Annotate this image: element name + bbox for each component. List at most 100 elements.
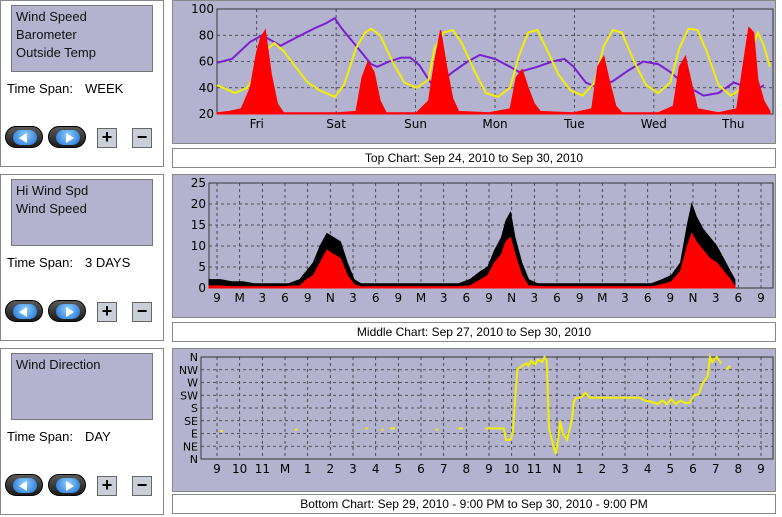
zoom-in-button[interactable]: + — [97, 476, 117, 496]
y-tick-label: 40 — [199, 81, 214, 95]
list-item[interactable]: Outside Temp — [16, 45, 96, 60]
middle-chart-caption: Middle Chart: Sep 27, 2010 to Sep 30, 20… — [172, 322, 776, 342]
left-arrow-icon — [19, 133, 27, 143]
x-tick-label: M — [597, 291, 607, 305]
list-item[interactable]: Wind Direction — [16, 357, 101, 372]
zoom-in-button[interactable]: + — [97, 128, 117, 148]
x-tick-label: N — [326, 291, 335, 305]
next-button[interactable] — [48, 126, 86, 148]
y-tick-label: 10 — [191, 239, 206, 253]
prev-button[interactable] — [5, 126, 43, 148]
zoom-in-button[interactable]: + — [97, 302, 117, 322]
x-tick-label: 8 — [463, 462, 471, 476]
x-tick-label: 9 — [757, 291, 765, 305]
list-item[interactable]: Wind Speed — [16, 9, 87, 24]
bottom-series-list[interactable]: Wind Direction — [11, 353, 153, 420]
x-tick-label: N — [689, 291, 698, 305]
y-tick-label: W — [187, 377, 198, 390]
y-tick-label: E — [191, 428, 198, 441]
list-item[interactable]: Barometer — [16, 27, 77, 42]
x-tick-label: N — [507, 291, 516, 305]
time-span-label: Time Span: — [7, 255, 73, 270]
x-tick-label: 1 — [576, 462, 584, 476]
bottom-chart-controls: Wind Direction Time Span: DAY + − — [0, 348, 164, 515]
time-span-row: Time Span: WEEK — [7, 81, 123, 96]
x-tick-label: 8 — [735, 462, 743, 476]
top-chart[interactable]: 20 40 60 80 100 Fri Sat Sun Mon Tue Wed Thu — [173, 1, 775, 143]
time-span-row: Time Span: 3 DAYS — [7, 255, 130, 270]
y-tick-label: N — [190, 351, 198, 364]
top-chart-caption: Top Chart: Sep 24, 2010 to Sep 30, 2010 — [172, 148, 776, 168]
list-item[interactable]: Wind Speed — [16, 201, 87, 216]
y-tick-label: 80 — [199, 28, 214, 42]
time-span-value: DAY — [85, 429, 111, 444]
time-span-value: 3 DAYS — [85, 255, 131, 270]
x-tick-label: 3 — [531, 291, 539, 305]
prev-button[interactable] — [5, 474, 43, 496]
x-tick-label: 6 — [553, 291, 561, 305]
x-tick-label: 6 — [372, 291, 380, 305]
prev-button[interactable] — [5, 300, 43, 322]
x-tick-label: 11 — [255, 462, 270, 476]
y-tick-label: SE — [184, 415, 198, 428]
next-button[interactable] — [48, 474, 86, 496]
top-chart-controls: Wind Speed Barometer Outside Temp Time S… — [0, 0, 164, 167]
x-tick-label: 9 — [395, 291, 403, 305]
x-tick-label: 9 — [757, 462, 765, 476]
x-tick-label: Sat — [326, 117, 346, 131]
zoom-out-button[interactable]: − — [132, 302, 152, 322]
y-tick-label: 100 — [191, 2, 214, 16]
x-tick-label: 9 — [304, 291, 312, 305]
series-area-red — [216, 26, 771, 115]
x-tick-label: M — [280, 462, 290, 476]
next-button[interactable] — [48, 300, 86, 322]
direction-segment — [485, 353, 723, 455]
top-chart-panel: 20 40 60 80 100 Fri Sat Sun Mon Tue Wed Thu — [172, 0, 776, 144]
top-series-list[interactable]: Wind Speed Barometer Outside Temp — [11, 5, 153, 72]
middle-series-list[interactable]: Hi Wind Spd Wind Speed — [11, 179, 153, 246]
x-tick-label: 10 — [504, 462, 519, 476]
x-tick-label: Thu — [721, 117, 745, 131]
x-tick-label: 9 — [576, 291, 584, 305]
x-tick-label: 9 — [213, 462, 221, 476]
x-tick-label: 2 — [327, 462, 335, 476]
x-tick-label: 3 — [349, 291, 357, 305]
x-tick-label: Mon — [482, 117, 507, 131]
y-tick-label: 25 — [191, 176, 206, 190]
time-span-value: WEEK — [85, 81, 124, 96]
list-item[interactable]: Hi Wind Spd — [16, 183, 89, 198]
y-tick-label: 20 — [199, 107, 214, 121]
middle-chart-panel: 0 5 10 15 20 25 9 M 3 6 9 N 3 6 9 M 3 6 9 N 3 6 9 M 3 6 9 N 3 6 9 — [172, 174, 776, 318]
y-tick-label: N — [190, 453, 198, 466]
x-tick-label: 3 — [621, 462, 629, 476]
series-area-1 — [208, 232, 736, 289]
y-tick-label: 0 — [198, 281, 206, 295]
left-arrow-icon — [19, 307, 27, 317]
x-tick-label: 6 — [463, 291, 471, 305]
series-line-1 — [216, 27, 771, 99]
x-tick-label: 11 — [527, 462, 542, 476]
y-tick-label: SW — [180, 389, 198, 402]
middle-chart-controls: Hi Wind Spd Wind Speed Time Span: 3 DAYS … — [0, 174, 164, 341]
x-tick-label: 3 — [440, 291, 448, 305]
x-tick-label: 6 — [689, 462, 697, 476]
left-arrow-icon — [19, 481, 27, 491]
y-tick-label: 60 — [199, 55, 214, 69]
x-tick-label: 6 — [281, 291, 289, 305]
x-tick-label: 3 — [259, 291, 267, 305]
x-tick-label: 1 — [304, 462, 312, 476]
y-tick-label: S — [191, 402, 198, 415]
x-tick-label: 9 — [667, 291, 675, 305]
x-tick-label: 4 — [644, 462, 652, 476]
x-tick-label: 10 — [232, 462, 247, 476]
time-span-label: Time Span: — [7, 429, 73, 444]
x-tick-label: N — [553, 462, 562, 476]
zoom-out-button[interactable]: − — [132, 476, 152, 496]
y-tick-label: 5 — [198, 260, 206, 274]
zoom-out-button[interactable]: − — [132, 128, 152, 148]
right-arrow-icon — [66, 307, 74, 317]
bottom-chart-caption: Bottom Chart: Sep 29, 2010 - 9:00 PM to … — [172, 494, 776, 514]
right-arrow-icon — [66, 133, 74, 143]
